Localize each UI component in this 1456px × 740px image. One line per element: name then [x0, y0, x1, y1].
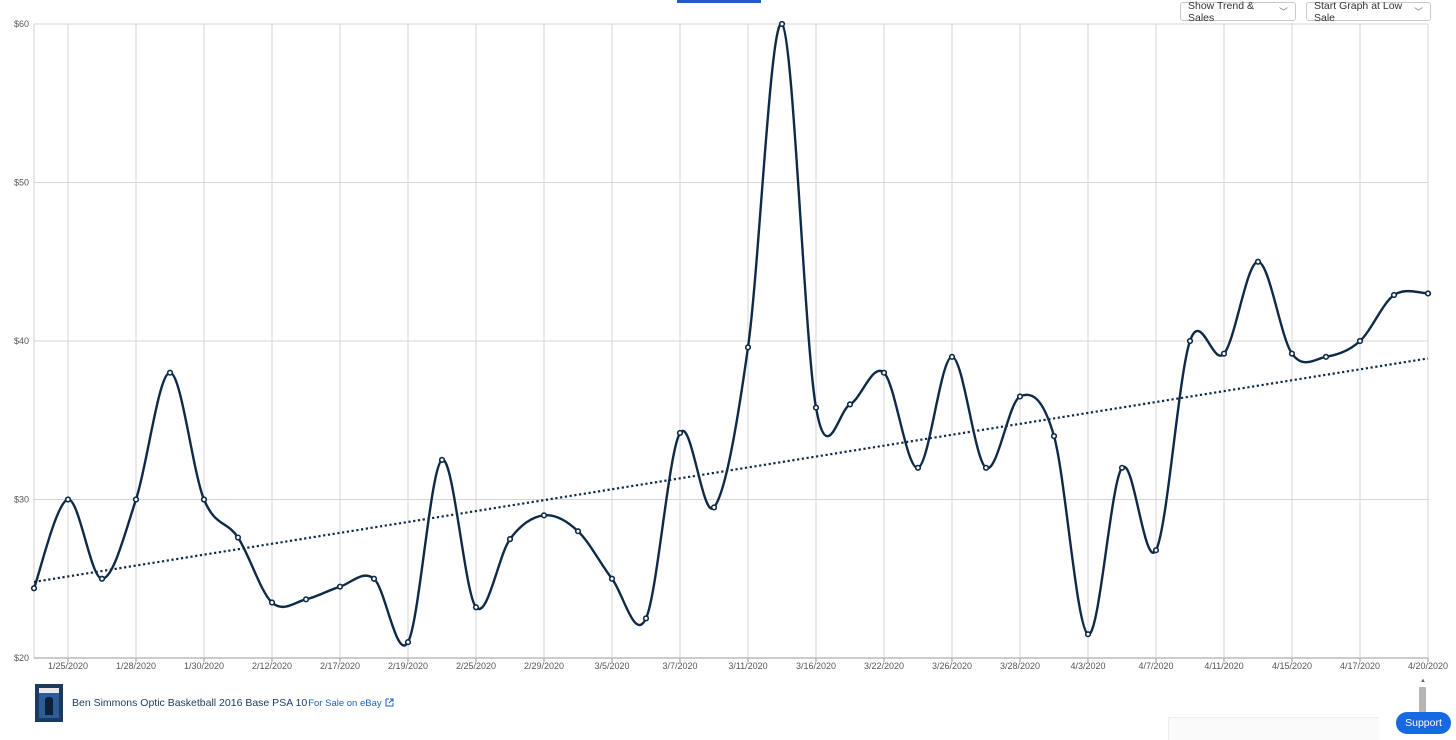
sale-point[interactable] — [1254, 258, 1262, 265]
sale-point[interactable] — [1050, 433, 1058, 440]
x-tick-label: 3/16/2020 — [796, 661, 836, 671]
y-tick-label: $30 — [14, 495, 29, 505]
price-history-chart: $20 $30 $40 $50 $60 1/25/2020 1/28/2020 1/30/2… — [14, 19, 1448, 671]
sale-point[interactable] — [880, 369, 888, 376]
sale-point[interactable] — [812, 404, 820, 411]
chevron-down-icon: ﹀ — [1413, 7, 1423, 17]
sales-points — [30, 20, 1432, 646]
sale-point[interactable] — [98, 575, 106, 582]
sale-point[interactable] — [676, 429, 684, 437]
sale-point[interactable] — [1424, 290, 1432, 297]
x-tick-label: 4/3/2020 — [1070, 661, 1105, 671]
sale-point[interactable] — [1356, 337, 1364, 345]
sale-point[interactable] — [948, 353, 956, 360]
trend-line — [33, 357, 1429, 584]
sales-line — [32, 22, 1429, 647]
sale-point[interactable] — [472, 604, 480, 611]
scrollbar[interactable]: ▲ — [1418, 678, 1428, 718]
ebay-link[interactable]: For Sale on eBay — [308, 697, 382, 709]
external-link-icon[interactable] — [385, 698, 394, 709]
y-axis-ticks: $20 $30 $40 $50 $60 — [14, 19, 29, 663]
x-tick-label: 3/7/2020 — [662, 661, 697, 671]
sale-point[interactable] — [846, 401, 854, 408]
card-thumbnail[interactable] — [35, 684, 63, 722]
product-title: Ben Simmons Optic Basketball 2016 Base P… — [72, 697, 308, 709]
y-tick-label: $40 — [14, 336, 29, 346]
hidden-panel — [1168, 717, 1379, 740]
sale-point[interactable] — [302, 596, 310, 603]
x-tick-label: 4/11/2020 — [1204, 661, 1243, 671]
sale-point[interactable] — [1322, 353, 1330, 360]
start-graph-dropdown[interactable]: Start Graph at Low Sale ﹀ — [1306, 0, 1431, 24]
sale-point[interactable] — [132, 496, 140, 503]
sale-point[interactable] — [234, 534, 242, 541]
top-tab-indicator — [677, 0, 761, 3]
sale-point[interactable] — [608, 575, 616, 582]
sale-point[interactable] — [438, 456, 446, 463]
chart-grid — [33, 23, 1429, 662]
sale-point[interactable] — [166, 369, 174, 376]
x-tick-label: 3/11/2020 — [728, 661, 767, 671]
scrollbar-thumb[interactable] — [1419, 687, 1426, 718]
sale-point[interactable] — [404, 639, 412, 646]
x-tick-label: 4/15/2020 — [1272, 661, 1312, 671]
chevron-down-icon: ﹀ — [1278, 7, 1288, 17]
sale-point[interactable] — [1118, 464, 1126, 471]
x-tick-label: 2/17/2020 — [320, 661, 360, 671]
x-tick-label: 3/22/2020 — [864, 661, 904, 671]
sale-point[interactable] — [1186, 337, 1194, 345]
x-tick-label: 3/26/2020 — [932, 661, 972, 671]
y-tick-label: $60 — [14, 19, 29, 29]
sale-point[interactable] — [1084, 631, 1092, 638]
sale-point[interactable] — [268, 599, 276, 606]
sale-point[interactable] — [540, 512, 548, 519]
x-axis-ticks: 1/25/2020 1/28/2020 1/30/2020 2/12/2020 2/17… — [48, 661, 1448, 671]
x-tick-label: 2/25/2020 — [456, 661, 496, 671]
sale-point[interactable] — [1152, 547, 1160, 554]
sale-point[interactable] — [64, 496, 72, 503]
sale-point[interactable] — [1016, 393, 1024, 400]
sale-point[interactable] — [336, 583, 344, 590]
x-tick-label: 4/20/2020 — [1408, 661, 1448, 671]
show-trend-dropdown[interactable]: Show Trend & Sales ﹀ — [1180, 0, 1296, 24]
sale-point[interactable] — [710, 504, 718, 511]
sale-point[interactable] — [914, 464, 922, 471]
x-tick-label: 2/19/2020 — [388, 661, 428, 671]
sale-point[interactable] — [200, 496, 208, 503]
x-tick-label: 1/28/2020 — [116, 661, 156, 671]
x-tick-label: 1/25/2020 — [48, 661, 88, 671]
start-graph-dropdown-label: Start Graph at Low Sale — [1314, 0, 1403, 24]
x-tick-label: 3/5/2020 — [594, 661, 629, 671]
x-tick-label: 4/7/2020 — [1138, 661, 1173, 671]
sale-point[interactable] — [744, 344, 752, 351]
support-button[interactable]: Support — [1396, 712, 1451, 734]
scroll-up-icon[interactable]: ▲ — [1420, 678, 1426, 684]
sale-point[interactable] — [778, 20, 786, 28]
sale-point[interactable] — [1288, 350, 1296, 357]
show-trend-dropdown-label: Show Trend & Sales — [1188, 0, 1254, 24]
sale-point[interactable] — [574, 528, 582, 535]
y-tick-label: $50 — [14, 178, 29, 188]
sale-point[interactable] — [642, 615, 650, 622]
x-tick-label: 2/12/2020 — [252, 661, 292, 671]
sale-point[interactable] — [982, 464, 990, 471]
x-tick-label: 3/28/2020 — [1000, 661, 1040, 671]
y-tick-label: $20 — [14, 653, 29, 663]
sale-point[interactable] — [30, 585, 38, 592]
x-tick-label: 2/29/2020 — [524, 661, 564, 671]
sale-point[interactable] — [370, 575, 378, 582]
x-tick-label: 1/30/2020 — [184, 661, 224, 671]
sale-point[interactable] — [506, 536, 514, 543]
x-tick-label: 4/17/2020 — [1340, 661, 1380, 671]
sale-point[interactable] — [1220, 350, 1228, 357]
product-row: Ben Simmons Optic Basketball 2016 Base P… — [35, 683, 394, 723]
sale-point[interactable] — [1390, 291, 1398, 299]
